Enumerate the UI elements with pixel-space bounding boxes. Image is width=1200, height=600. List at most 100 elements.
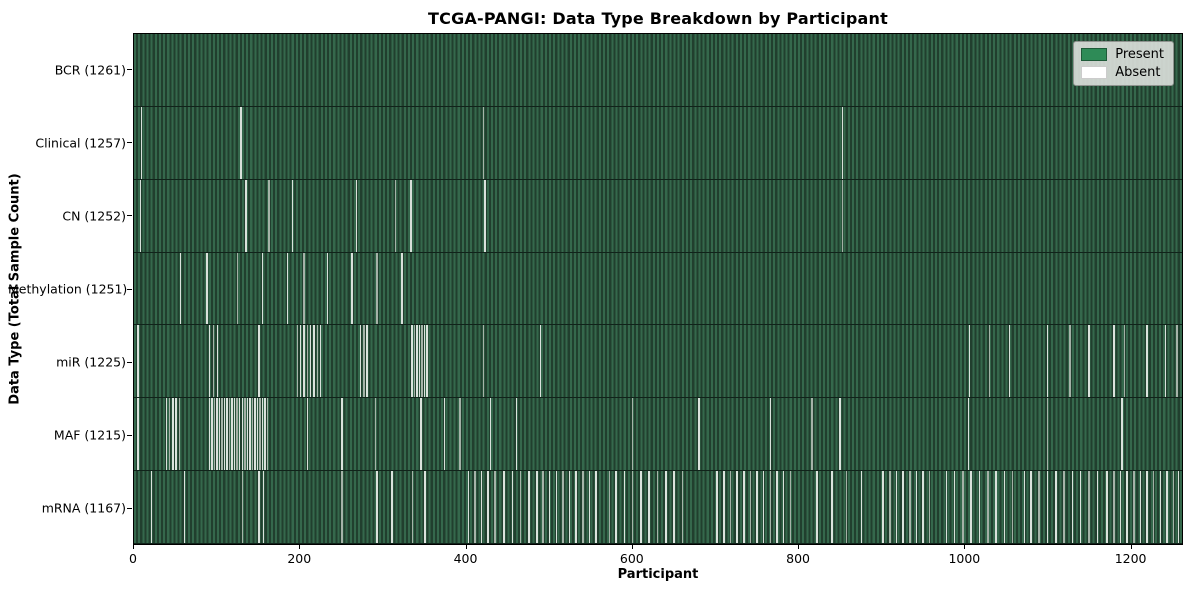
absent-stripe — [443, 398, 445, 471]
absent-stripe — [376, 471, 378, 543]
absent-stripe — [1146, 471, 1148, 543]
absent-stripe — [608, 471, 611, 543]
absent-stripe — [582, 471, 584, 543]
legend-absent-label: Absent — [1115, 65, 1161, 80]
absent-stripe — [1071, 471, 1074, 543]
absent-stripe — [1123, 325, 1126, 398]
absent-stripe — [1177, 471, 1180, 543]
absent-stripe — [236, 252, 239, 325]
absent-stripe — [421, 325, 423, 398]
absent-stripe — [231, 398, 233, 471]
absent-stripe — [226, 398, 228, 471]
x-tick-mark — [964, 545, 966, 549]
absent-stripe — [1008, 325, 1011, 398]
absent-stripe — [244, 398, 246, 471]
absent-stripe — [1038, 471, 1040, 543]
absent-stripe — [1023, 471, 1025, 543]
absent-stripe — [588, 471, 591, 543]
absent-stripe — [423, 325, 426, 398]
absent-stripe — [249, 398, 251, 471]
absent-stripe — [208, 398, 211, 471]
absent-stripe — [1139, 471, 1142, 543]
absent-stripe — [411, 471, 414, 543]
absent-stripe — [303, 325, 305, 398]
x-tick-mark — [1130, 545, 1132, 549]
heatmap-row-clinical — [134, 106, 1182, 180]
x-tick-label: 400 — [453, 551, 478, 566]
absent-stripe — [376, 252, 378, 325]
absent-stripe — [841, 106, 844, 179]
absent-stripe — [1113, 471, 1115, 543]
y-tick-mark — [127, 288, 132, 290]
absent-stripe — [902, 471, 904, 543]
absent-stripe — [140, 106, 143, 179]
absent-stripe — [928, 471, 931, 543]
x-tick-mark — [631, 545, 633, 549]
absent-stripe — [962, 471, 964, 543]
x-tick-label: 1000 — [948, 551, 981, 566]
absent-stripe — [1119, 471, 1122, 543]
absent-stripe — [296, 325, 299, 398]
absent-stripe — [251, 398, 254, 471]
absent-stripe — [1055, 471, 1057, 543]
absent-stripe — [743, 471, 745, 543]
absent-stripe — [945, 471, 947, 543]
heatmap-row-mir — [134, 325, 1182, 399]
absent-stripe — [216, 325, 219, 398]
absent-stripe — [1172, 471, 1175, 543]
absent-stripe — [1079, 471, 1082, 543]
absent-stripe — [137, 325, 139, 398]
absent-stripe — [211, 398, 213, 471]
y-tick-label: MAF (1215) — [53, 427, 126, 443]
absent-stripe — [303, 252, 305, 325]
absent-stripe — [299, 325, 302, 398]
absent-stripe — [264, 398, 266, 471]
heatmap-row-mrna — [134, 471, 1182, 544]
absent-stripe — [623, 471, 626, 543]
heatmap-row-maf — [134, 398, 1182, 472]
absent-stripe — [391, 471, 393, 543]
absent-stripe — [363, 325, 365, 398]
absent-stripe — [648, 471, 650, 543]
absent-stripe — [895, 471, 898, 543]
absent-stripe — [845, 471, 848, 543]
absent-stripe — [839, 398, 841, 471]
absent-stripe — [261, 398, 264, 471]
absent-stripe — [1146, 325, 1148, 398]
absent-stripe — [915, 471, 918, 543]
absent-stripe — [776, 471, 778, 543]
absent-stripe — [762, 471, 765, 543]
absent-stripe — [970, 471, 972, 543]
absent-stripe — [1133, 471, 1135, 543]
absent-stripe — [218, 398, 221, 471]
absent-stripe — [987, 471, 989, 543]
absent-stripe — [484, 179, 486, 252]
absent-stripe — [221, 398, 223, 471]
absent-stripe — [1106, 471, 1108, 543]
x-tick-label: 800 — [786, 551, 811, 566]
absent-stripe — [245, 179, 247, 252]
absent-stripe — [1011, 471, 1014, 543]
y-tick-label: BCR (1261) — [54, 62, 126, 78]
absent-stripe — [366, 325, 368, 398]
absent-stripe — [487, 471, 489, 543]
absent-stripe — [246, 398, 249, 471]
absent-stripe — [860, 471, 863, 543]
absent-stripe — [313, 325, 315, 398]
plot-area: Present Absent — [133, 33, 1183, 545]
absent-stripe — [816, 471, 818, 543]
absent-stripe — [681, 471, 684, 543]
absent-stripe — [536, 471, 538, 543]
legend-item-present: Present — [1081, 48, 1164, 61]
x-tick-mark — [133, 545, 134, 549]
absent-stripe — [374, 398, 377, 471]
absent-stripe — [178, 398, 181, 471]
absent-stripe — [716, 471, 718, 543]
absent-stripe — [236, 398, 238, 471]
absent-stripe — [1152, 471, 1155, 543]
absent-stripe — [489, 398, 492, 471]
absent-stripe — [528, 471, 530, 543]
absent-stripe — [882, 471, 884, 543]
absent-stripe — [319, 325, 322, 398]
absent-stripe — [291, 179, 294, 252]
